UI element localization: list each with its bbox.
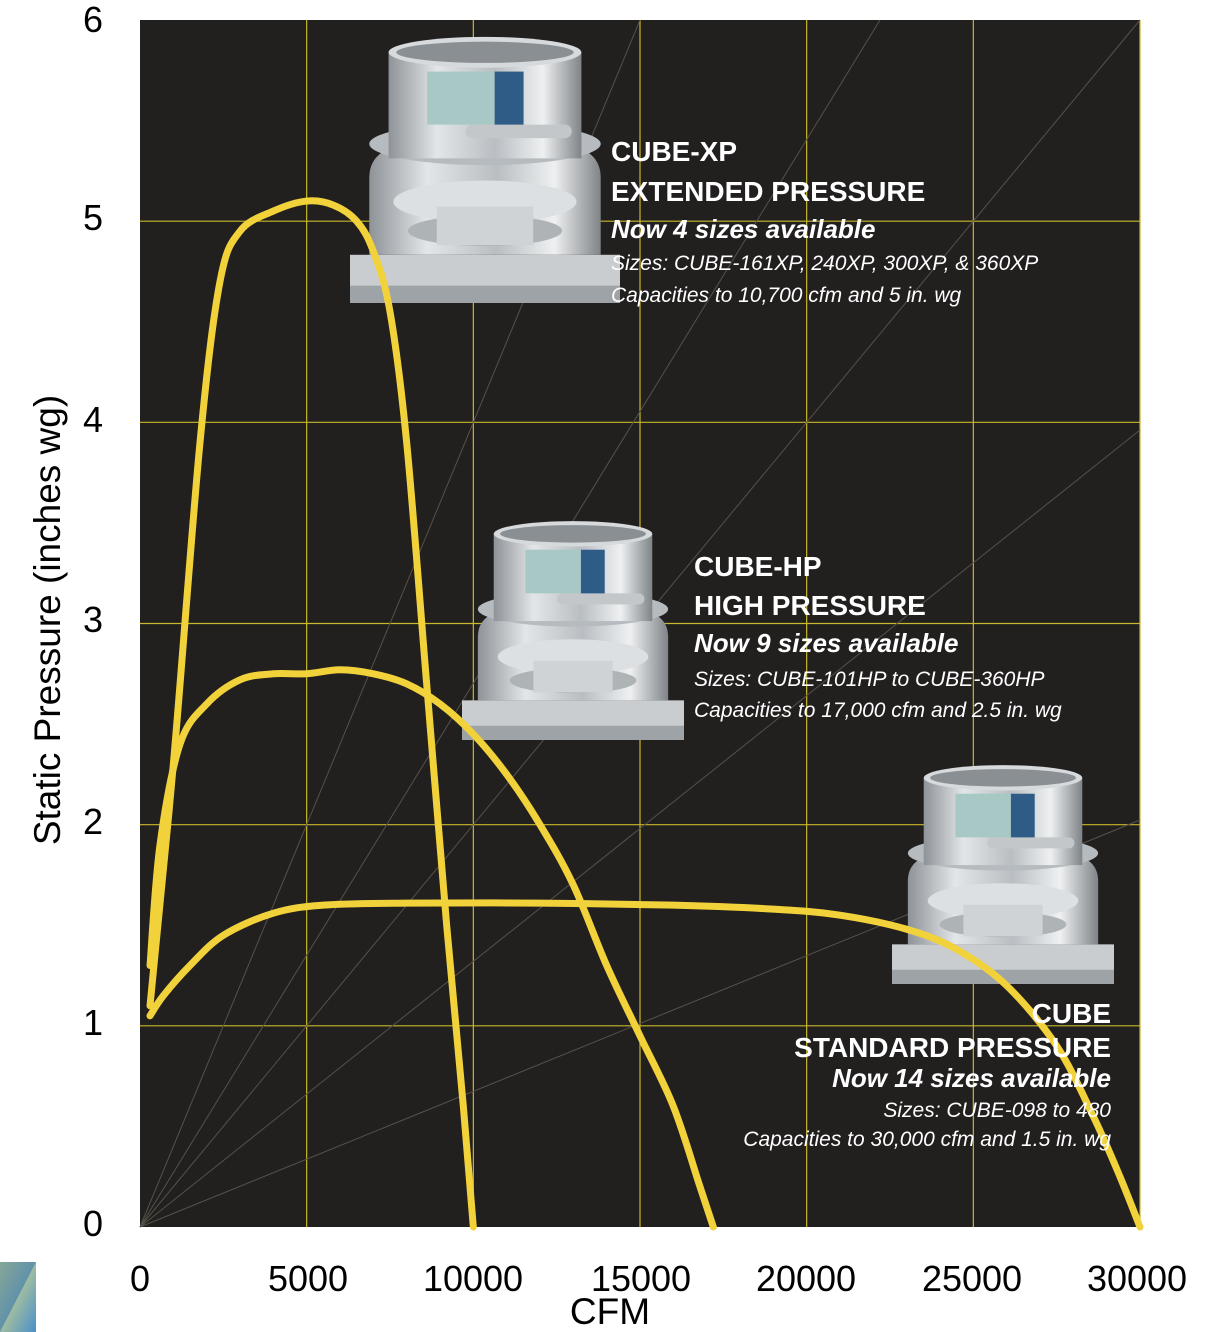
- y-tick-label: 5: [83, 197, 103, 238]
- annotation-subtitle: STANDARD PRESSURE: [794, 1032, 1111, 1063]
- x-tick-label: 25000: [922, 1258, 1022, 1299]
- annotation-title: CUBE-HP: [694, 551, 822, 582]
- annotation-sizes: Sizes: CUBE-161XP, 240XP, 300XP, & 360XP: [611, 252, 1038, 275]
- cube-xp-fan-image: [350, 36, 620, 303]
- annotation-subtitle: HIGH PRESSURE: [694, 590, 926, 621]
- annotation-title: CUBE-XP: [611, 136, 737, 167]
- curve-cube-xp: [146, 197, 477, 1231]
- diagonal-ray: [139, 429, 1141, 1228]
- annotation-subtitle: EXTENDED PRESSURE: [611, 176, 925, 207]
- performance-curves: [146, 197, 1144, 1231]
- x-tick-label: 30000: [1087, 1258, 1187, 1299]
- annotation-title: CUBE: [1032, 998, 1111, 1029]
- annotation-highlight: Now 4 sizes available: [611, 214, 875, 244]
- cube-xp-annotation: CUBE-XP EXTENDED PRESSURE Now 4 sizes av…: [611, 136, 1038, 307]
- annotation-sizes: Sizes: CUBE-101HP to CUBE-360HP: [694, 668, 1045, 691]
- annotation-capacities: Capacities to 10,700 cfm and 5 in. wg: [611, 284, 962, 307]
- x-tick-label: 5000: [268, 1258, 348, 1299]
- x-axis-title: CFM: [570, 1291, 650, 1332]
- y-tick-label: 4: [83, 399, 103, 440]
- annotation-highlight: Now 9 sizes available: [694, 628, 958, 658]
- y-axis-title: Static Pressure (inches wg): [27, 395, 68, 845]
- x-tick-label: 0: [130, 1258, 150, 1299]
- cube-hp-fan-image: [462, 521, 684, 740]
- x-tick-label: 15000: [591, 1258, 691, 1299]
- curve-cube-hp: [146, 666, 717, 1231]
- x-axis: 0 5000 10000 15000 20000 25000 30000 CFM: [130, 1258, 1187, 1332]
- x-tick-label: 20000: [756, 1258, 856, 1299]
- y-tick-label: 6: [83, 0, 103, 40]
- cube-hp-annotation: CUBE-HP HIGH PRESSURE Now 9 sizes availa…: [694, 551, 1062, 722]
- annotation-highlight: Now 14 sizes available: [832, 1063, 1111, 1093]
- y-tick-label: 1: [83, 1002, 103, 1043]
- x-tick-label: 10000: [423, 1258, 523, 1299]
- cube-fan-image: [892, 765, 1114, 984]
- y-tick-label: 3: [83, 599, 103, 640]
- annotation-capacities: Capacities to 30,000 cfm and 1.5 in. wg: [743, 1128, 1111, 1151]
- y-tick-label: 0: [83, 1203, 103, 1244]
- curve-cube: [146, 899, 1144, 1231]
- annotation-capacities: Capacities to 17,000 cfm and 2.5 in. wg: [694, 699, 1062, 722]
- y-tick-label: 2: [83, 801, 103, 842]
- y-axis: 0 1 2 3 4 5 6 Static Pressure (inches wg…: [27, 0, 103, 1244]
- cube-annotation: CUBE STANDARD PRESSURE Now 14 sizes avai…: [743, 998, 1111, 1151]
- annotation-sizes: Sizes: CUBE-098 to 480: [883, 1099, 1111, 1122]
- corner-logo-fragment: [0, 1262, 36, 1332]
